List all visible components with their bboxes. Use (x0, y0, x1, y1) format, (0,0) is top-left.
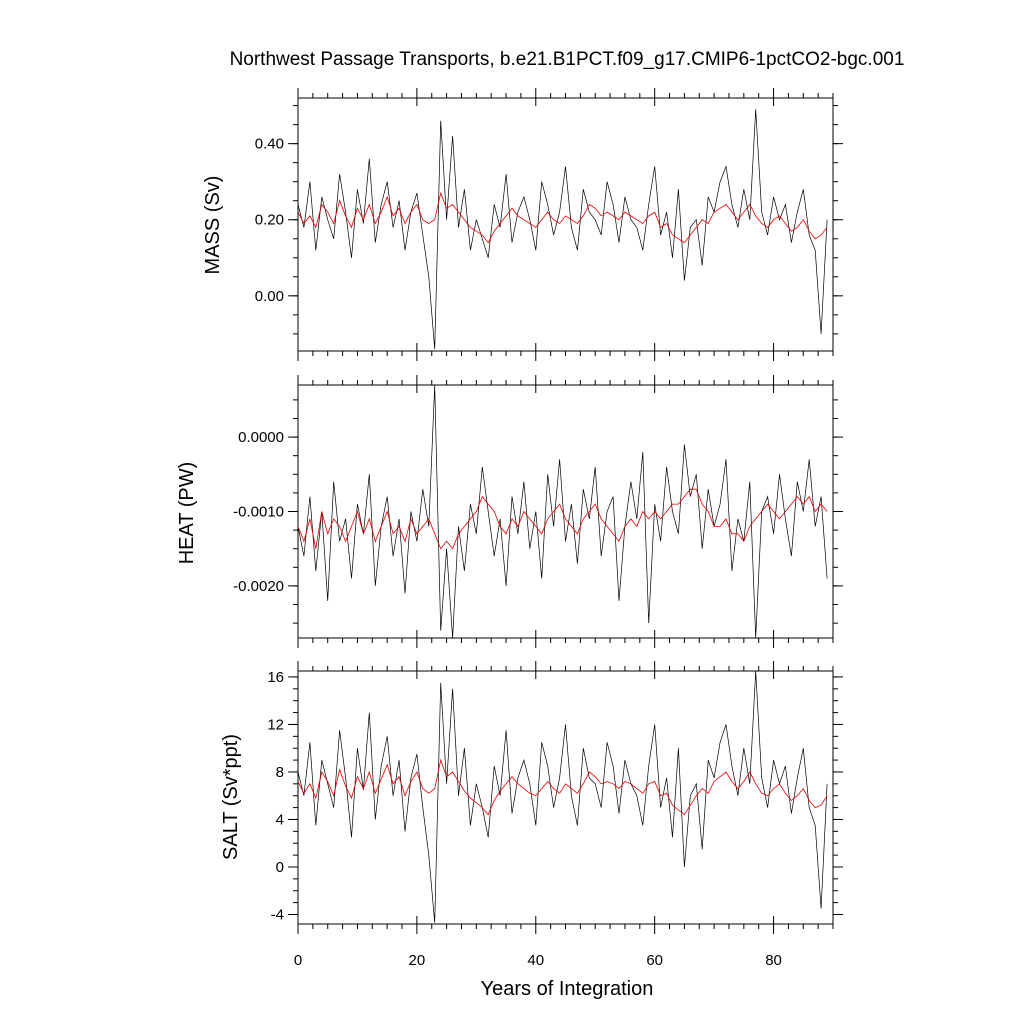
tick-marks (288, 375, 843, 648)
y-tick-label: 0 (276, 859, 284, 876)
y-tick-label: 0.00 (255, 288, 284, 305)
tick-marks (288, 661, 843, 934)
series-line-annual (297, 758, 828, 816)
y-tick-label: -0.0010 (233, 504, 284, 521)
y-tick-labels: -0.0020 -0.0010 0.0000 (233, 429, 284, 595)
x-tick-label: 80 (765, 952, 782, 969)
series-line-annual (297, 488, 828, 550)
tick-marks (288, 88, 843, 361)
x-tick-labels: 0 20 40 60 80 (294, 952, 782, 969)
plot-frame (297, 384, 834, 639)
y-tick-label: 12 (267, 716, 284, 733)
panel-heat: HEAT (PW) -0.0020 -0.0010 0.0000 (176, 375, 843, 648)
y-axis-label: SALT (Sv*ppt) (220, 734, 242, 860)
y-axis-label: MASS (Sv) (202, 176, 224, 275)
y-tick-labels: 0.00 0.20 0.40 (255, 136, 284, 305)
x-tick-label: 0 (294, 952, 302, 969)
x-axis-label: Years of Integration (481, 978, 654, 1000)
y-tick-label: -4 (271, 906, 284, 923)
series-line-annual (297, 191, 828, 244)
y-tick-label: 0.40 (255, 136, 284, 153)
series-line-monthly (297, 384, 828, 639)
y-tick-label: 0.0000 (238, 429, 284, 446)
y-tick-label: 4 (276, 811, 284, 828)
y-tick-label: -0.0020 (233, 578, 284, 595)
panel-salt: SALT (Sv*ppt) -4 0 4 8 12 16 (220, 661, 843, 934)
x-tick-label: 60 (646, 952, 663, 969)
series-line-monthly (297, 109, 828, 350)
chart-title: Northwest Passage Transports, b.e21.B1PC… (230, 49, 905, 70)
plot-frame (297, 670, 834, 925)
y-tick-labels: -4 0 4 8 12 16 (267, 669, 284, 924)
y-axis-label: HEAT (PW) (176, 462, 198, 565)
y-tick-label: 0.20 (255, 212, 284, 229)
y-tick-label: 8 (276, 764, 284, 781)
series-line-monthly (297, 670, 828, 923)
panel-mass: MASS (Sv) 0.00 0.20 0.40 (202, 88, 843, 361)
y-tick-label: 16 (267, 669, 284, 686)
x-tick-label: 40 (527, 952, 544, 969)
x-tick-label: 20 (409, 952, 426, 969)
